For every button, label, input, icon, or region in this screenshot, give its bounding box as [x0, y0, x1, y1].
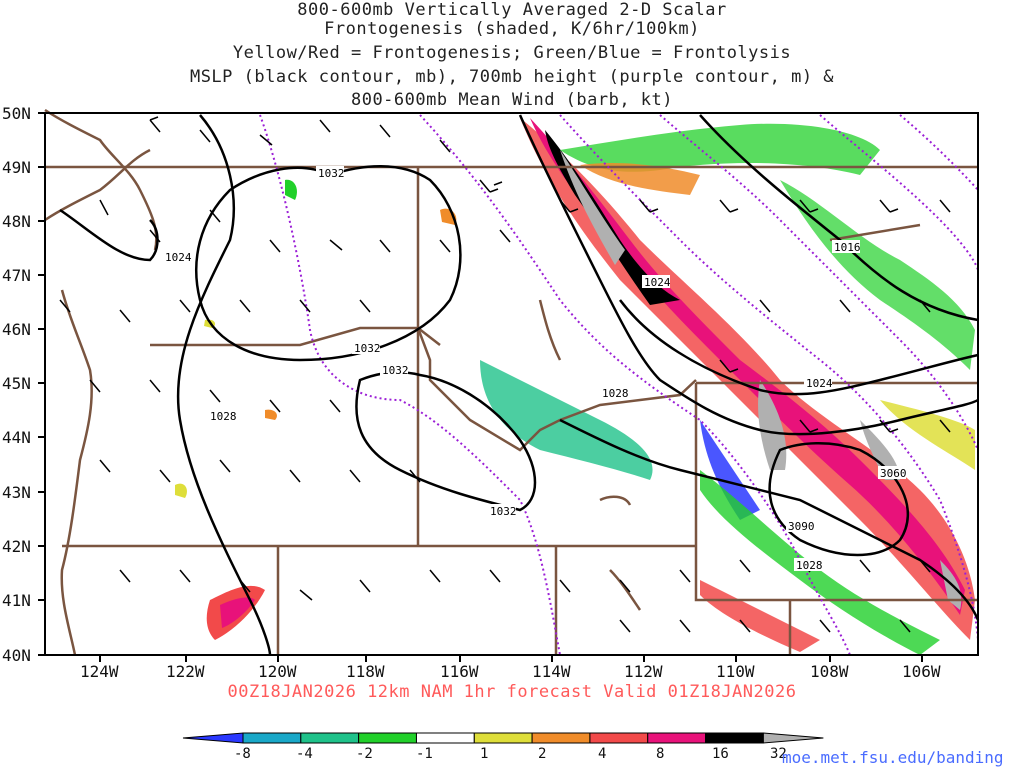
- mslp-label: 1016: [834, 241, 861, 254]
- lat-label: 45N: [2, 374, 31, 393]
- colorbar-label: 1: [480, 746, 489, 762]
- height-contours: [259, 114, 979, 656]
- height-label: 3090: [788, 520, 815, 533]
- colorbar-swatch: [705, 732, 764, 744]
- title-line-1: 800-600mb Vertically Averaged 2-D Scalar: [297, 0, 727, 20]
- lon-label: 124W: [80, 662, 119, 681]
- colorbar: [182, 732, 824, 744]
- colorbar-label: -8: [234, 746, 251, 762]
- lon-label: 110W: [716, 662, 755, 681]
- valid-time-line: 00Z18JAN2026 12km NAM 1hr forecast Valid…: [227, 682, 797, 702]
- colorbar-label: 8: [656, 746, 665, 762]
- height-label: 3060: [880, 467, 907, 480]
- colorbar-label: 16: [712, 746, 729, 762]
- title-line-2: Frontogenesis (shaded, K/6hr/100km): [324, 19, 700, 39]
- lat-label: 43N: [2, 483, 31, 502]
- axis-ticks: [38, 112, 923, 662]
- lon-label: 114W: [532, 662, 571, 681]
- colorbar-swatch: [473, 732, 533, 744]
- mslp-label: 1024: [644, 276, 671, 289]
- mslp-label: 1028: [210, 410, 237, 423]
- frontogenesis-shading: [175, 118, 975, 655]
- lon-label: 118W: [346, 662, 385, 681]
- credit-url[interactable]: moe.met.fsu.edu/banding: [782, 748, 1004, 767]
- colorbar-swatch: [415, 732, 475, 744]
- mslp-label: 1024: [165, 251, 192, 264]
- colorbar-swatch: [300, 732, 360, 744]
- colorbar-label: 2: [538, 746, 547, 762]
- mslp-label: 1028: [796, 559, 823, 572]
- lon-label: 112W: [624, 662, 663, 681]
- lat-label: 40N: [2, 646, 31, 665]
- lat-label: 50N: [2, 104, 31, 123]
- colorbar-label: -4: [296, 746, 313, 762]
- title-line-4: MSLP (black contour, mb), 700mb height (…: [189, 67, 835, 87]
- colorbar-swatch: [242, 732, 302, 744]
- contour-labels: 1032 1024 1032 1032 1028 1032 1024 1028 …: [163, 166, 907, 572]
- lat-label: 42N: [2, 537, 31, 556]
- lon-label: 116W: [440, 662, 479, 681]
- lat-label: 44N: [2, 428, 31, 447]
- mslp-label: 1032: [382, 364, 409, 377]
- title-line-5: 800-600mb Mean Wind (barb, kt): [350, 90, 674, 110]
- state-borders: [44, 108, 978, 656]
- wind-barbs: [59, 116, 951, 633]
- mslp-label: 1032: [318, 167, 345, 180]
- colorbar-label: 32: [770, 746, 787, 762]
- colorbar-label: -2: [356, 746, 373, 762]
- lon-label: 108W: [810, 662, 849, 681]
- colorbar-arrow-right: [762, 732, 824, 744]
- lat-label: 49N: [2, 158, 31, 177]
- mslp-contours: [59, 114, 980, 656]
- colorbar-arrow-left: [182, 732, 244, 744]
- lon-label: 122W: [166, 662, 205, 681]
- mslp-label: 1024: [806, 377, 833, 390]
- lat-label: 41N: [2, 591, 31, 610]
- lon-label: 106W: [902, 662, 941, 681]
- colorbar-swatch: [531, 732, 591, 744]
- title-line-3: Yellow/Red = Frontogenesis; Green/Blue =…: [232, 43, 792, 63]
- lat-label: 47N: [2, 266, 31, 285]
- colorbar-label: 4: [598, 746, 607, 762]
- lat-label: 48N: [2, 212, 31, 231]
- mslp-label: 1032: [354, 342, 381, 355]
- colorbar-swatch: [358, 732, 417, 744]
- mslp-label: 1032: [490, 505, 517, 518]
- colorbar-swatch: [647, 732, 707, 744]
- colorbar-label: -1: [416, 746, 433, 762]
- mslp-label: 1028: [602, 387, 629, 400]
- lat-label: 46N: [2, 320, 31, 339]
- lon-label: 120W: [258, 662, 297, 681]
- colorbar-swatch: [589, 732, 649, 744]
